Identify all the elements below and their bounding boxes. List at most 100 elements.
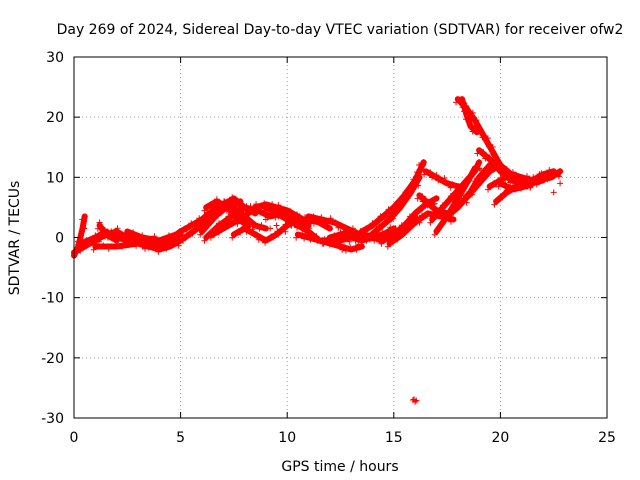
data-point (211, 213, 218, 220)
data-point (523, 173, 530, 180)
data-point (418, 212, 425, 219)
data-point (110, 232, 117, 239)
series-track-19 (363, 174, 423, 244)
data-point (285, 216, 292, 223)
data-point (352, 237, 359, 244)
data-point (474, 150, 481, 157)
data-point (337, 222, 344, 229)
data-point (90, 246, 97, 253)
data-point (342, 247, 349, 254)
data-point (142, 245, 149, 252)
data-point (524, 183, 531, 190)
data-point (489, 166, 496, 173)
data-point (262, 216, 269, 223)
data-point (180, 237, 187, 244)
data-point (517, 176, 524, 183)
data-point (273, 208, 280, 215)
data-point (473, 117, 480, 124)
data-point (557, 180, 564, 187)
data-point (371, 230, 378, 237)
data-point (377, 223, 384, 230)
data-point (462, 193, 469, 200)
data-point (399, 229, 406, 236)
data-point (351, 232, 358, 239)
data-point (208, 229, 215, 236)
data-point (255, 204, 262, 211)
data-point (442, 216, 449, 223)
data-point (201, 237, 208, 244)
data-point (435, 177, 442, 184)
data-point (473, 129, 480, 136)
data-point (240, 206, 247, 213)
data-point (267, 205, 274, 212)
data-point (507, 179, 514, 186)
data-point (415, 182, 422, 189)
data-point (221, 199, 228, 206)
data-point (234, 220, 241, 227)
data-point (100, 242, 107, 249)
data-point (222, 224, 229, 231)
data-point (347, 244, 354, 251)
data-point (122, 231, 129, 238)
data-point (261, 207, 268, 214)
data-point (136, 240, 143, 247)
data-point (490, 152, 497, 159)
data-point (339, 246, 346, 253)
data-point (301, 227, 308, 234)
data-point (81, 213, 88, 220)
data-point (96, 219, 103, 226)
data-point (218, 220, 225, 227)
x-tick-label: 15 (385, 430, 403, 446)
data-point (305, 232, 312, 239)
data-point (491, 201, 498, 208)
series-track-5 (94, 222, 120, 244)
data-point (529, 178, 536, 185)
data-point (358, 238, 365, 245)
data-point (471, 165, 478, 172)
data-point (411, 212, 418, 219)
data-point (414, 195, 421, 202)
data-point (165, 232, 172, 239)
data-point (353, 229, 360, 236)
data-point (229, 234, 236, 241)
data-point (276, 228, 283, 235)
data-point (147, 243, 154, 250)
data-point (408, 220, 415, 227)
data-point (470, 126, 477, 133)
data-point (433, 195, 440, 202)
data-point (114, 225, 121, 232)
data-point (307, 219, 314, 226)
data-point (396, 206, 403, 213)
data-point (205, 222, 212, 229)
data-point (433, 172, 440, 179)
data-point (401, 228, 408, 235)
data-point (80, 224, 87, 231)
data-point (371, 220, 378, 227)
data-point (282, 228, 289, 235)
tick-layer: 0 5 10 15 20 25 -30 -20 -10 0 10 20 30 (41, 50, 616, 446)
data-point (196, 215, 203, 222)
data-point (544, 176, 551, 183)
data-point (273, 222, 280, 229)
data-point (296, 213, 303, 220)
data-point (215, 201, 222, 208)
data-point (321, 236, 328, 243)
x-tick-label: 25 (598, 430, 616, 446)
data-point (333, 234, 340, 241)
data-point (265, 212, 272, 219)
data-point (143, 236, 150, 243)
y-tick-label: 30 (46, 50, 64, 66)
data-point (196, 223, 203, 230)
data-point (258, 222, 265, 229)
data-point (468, 191, 475, 198)
track-line (209, 201, 312, 238)
data-point (505, 170, 512, 177)
data-point (172, 233, 179, 240)
data-point (519, 181, 526, 188)
data-point (387, 224, 394, 231)
data-point (445, 180, 452, 187)
data-point (169, 241, 176, 248)
data-point (175, 231, 182, 238)
data-point (275, 213, 282, 220)
